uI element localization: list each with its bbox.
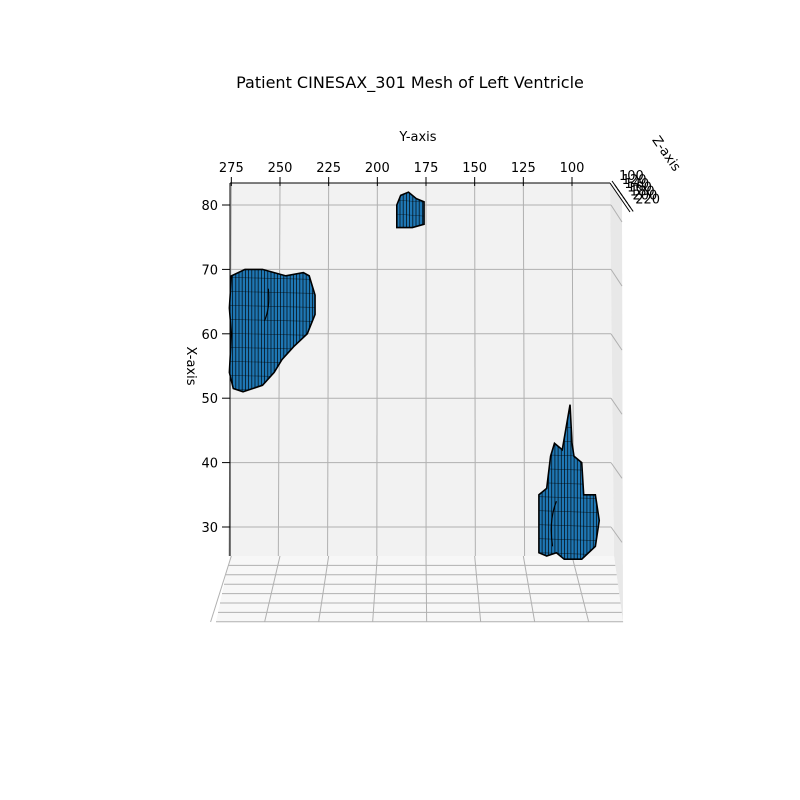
x-side-gridline <box>610 269 623 287</box>
y-gridline <box>327 182 330 557</box>
y-floor-gridline <box>474 555 482 623</box>
y-floor-gridline <box>318 555 330 623</box>
floor-grid <box>210 555 624 623</box>
mesh-outline <box>395 191 425 229</box>
x-side-gridline <box>610 462 623 479</box>
mesh-contour <box>550 501 557 547</box>
z-tick-label: 200 <box>633 189 658 204</box>
y-floor-gridline <box>264 555 281 623</box>
y-floor-gridline <box>372 555 378 623</box>
z-tick-label: 160 <box>627 181 652 196</box>
mesh-top-center <box>395 191 425 229</box>
y-tick-label: 125 <box>511 161 536 176</box>
x-tick-label: 80 <box>201 199 218 214</box>
x-tick-label: 60 <box>201 328 218 343</box>
x-side-gridline <box>610 204 623 223</box>
y-tick-label: 275 <box>219 161 244 176</box>
z-tick <box>627 204 634 212</box>
y-tick-label: 150 <box>462 161 487 176</box>
z-axis-line <box>609 182 631 213</box>
y-gridline <box>474 182 476 557</box>
z-tick-label: 120 <box>622 173 647 188</box>
y-tick-label: 200 <box>365 161 390 176</box>
mesh-wireframe <box>396 192 425 228</box>
floor-pane <box>216 556 623 622</box>
x-side-gridline <box>610 397 623 415</box>
y-tick-label: 250 <box>268 161 293 176</box>
y-floor-gridline <box>522 555 536 623</box>
mesh-contour <box>263 288 270 322</box>
x-tick-label: 70 <box>201 263 218 278</box>
y-floor-gridline <box>425 555 428 623</box>
y-gridline <box>277 182 281 557</box>
y-tick-label: 100 <box>560 161 585 176</box>
y-gridline <box>522 182 526 557</box>
mesh-surface <box>538 404 600 560</box>
y-floor-gridline <box>210 555 232 623</box>
x-tick-label: 40 <box>201 457 218 472</box>
x-tick-label: 30 <box>201 521 218 536</box>
z-tick-label: 100 <box>619 169 644 184</box>
mesh-surface <box>396 192 425 228</box>
y-gridline <box>376 182 378 557</box>
axis-ticks: 275 250 225 200 175 150 125 1003040506070801001… <box>201 161 660 556</box>
right-side-pane <box>610 183 623 622</box>
y-axis-label: Y-axis <box>398 130 436 145</box>
z-tick-label: 140 <box>624 177 649 192</box>
x-side-gridline <box>610 333 623 351</box>
x-axis-label: X-axis <box>183 347 198 386</box>
z-axis-label: Z-axis <box>648 134 683 175</box>
y-floor-gridline <box>571 555 590 623</box>
y-tick-label: 175 <box>414 161 439 176</box>
mesh-outline <box>228 268 316 393</box>
z-tick-label: 220 <box>635 192 660 207</box>
x-side-gridline <box>610 526 623 543</box>
x-tick-label: 50 <box>201 392 218 407</box>
y-tick-label: 225 <box>316 161 341 176</box>
z-tick-label: 180 <box>630 185 655 200</box>
mesh-outline <box>538 404 601 561</box>
chart-title: Patient CINESAX_301 Mesh of Left Ventric… <box>236 73 584 93</box>
